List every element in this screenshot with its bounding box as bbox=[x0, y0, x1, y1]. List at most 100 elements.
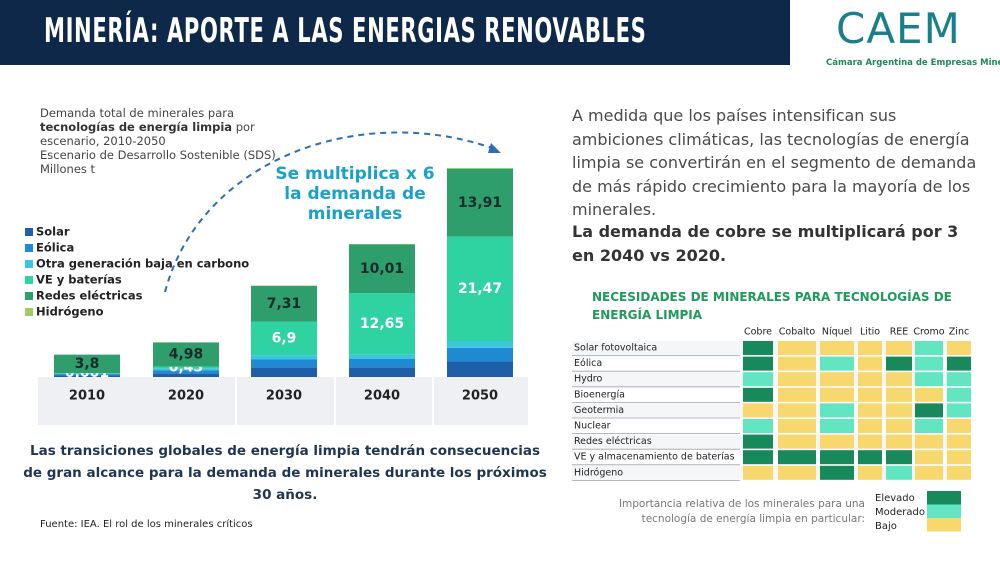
legend-swatch bbox=[25, 292, 33, 300]
heat-cell bbox=[743, 434, 773, 449]
heat-cell bbox=[858, 341, 882, 355]
row-label: Geotermia bbox=[574, 405, 624, 416]
legend-label: VE y baterías bbox=[36, 273, 122, 287]
heat-cell bbox=[858, 450, 882, 465]
heat-cell bbox=[915, 341, 943, 355]
bar-segment bbox=[447, 168, 513, 237]
bar-segment bbox=[54, 373, 120, 375]
heat-cell bbox=[886, 372, 912, 387]
heat-cell bbox=[858, 356, 882, 371]
bar-segment bbox=[251, 359, 317, 368]
header-band bbox=[0, 0, 790, 65]
value-label: 7,31 bbox=[267, 296, 302, 312]
heat-cell bbox=[915, 465, 943, 480]
desc-line: por bbox=[235, 120, 255, 134]
column-header: Zinc bbox=[949, 327, 969, 338]
row-label: Hydro bbox=[574, 374, 602, 385]
annotation: Se multiplica x 6 bbox=[275, 164, 434, 184]
heat-cell bbox=[778, 387, 816, 402]
heat-cell bbox=[820, 356, 854, 371]
table-title: NECESIDADES DE MINERALES PARA TECNOLOGÍA… bbox=[592, 290, 952, 322]
bar-segment bbox=[251, 286, 317, 322]
heat-cell bbox=[886, 419, 912, 433]
legend-label: Redes eléctricas bbox=[36, 289, 143, 303]
x-tick-label: 2010 bbox=[69, 389, 105, 404]
conclusion: Las transiciones globales de energía lim… bbox=[23, 443, 547, 503]
heat-cell bbox=[743, 403, 773, 418]
bar-segment bbox=[153, 368, 219, 371]
bar-segment bbox=[447, 341, 513, 348]
x-tick-label: 2040 bbox=[364, 389, 400, 404]
legend-swatch bbox=[25, 228, 33, 236]
annotation: la demanda de bbox=[284, 184, 425, 204]
bar-segment bbox=[153, 373, 219, 377]
heat-cell bbox=[947, 387, 971, 402]
bar-segment bbox=[251, 355, 317, 360]
heat-cell bbox=[743, 372, 773, 387]
value-label: 3,8 bbox=[75, 356, 100, 372]
legend-swatch bbox=[25, 244, 33, 252]
heat-cell bbox=[778, 434, 816, 449]
row-label: VE y almacenamiento de baterías bbox=[574, 452, 735, 463]
heat-cell bbox=[858, 372, 882, 387]
column-header: Cobre bbox=[744, 327, 772, 338]
heat-cell bbox=[778, 419, 816, 433]
arrow-curve bbox=[164, 131, 499, 293]
heat-cell bbox=[820, 419, 854, 433]
bar-segment bbox=[447, 347, 513, 362]
legend-swatch bbox=[25, 308, 33, 316]
row-label: Eólica bbox=[574, 358, 602, 369]
heat-cell bbox=[858, 434, 882, 449]
row-label: Redes eléctricas bbox=[574, 436, 652, 447]
logo: CAEM bbox=[836, 4, 961, 53]
heat-cell bbox=[947, 372, 971, 387]
row-label: Nuclear bbox=[574, 421, 611, 432]
column-header: Cobalto bbox=[779, 327, 816, 338]
heat-cell bbox=[915, 434, 943, 449]
heat-cell bbox=[820, 341, 854, 355]
heat-cell bbox=[915, 372, 943, 387]
heat-cell bbox=[778, 372, 816, 387]
heat-cell bbox=[886, 450, 912, 465]
level-swatch bbox=[927, 491, 961, 505]
heat-cell bbox=[947, 434, 971, 449]
bar-segment bbox=[349, 367, 415, 377]
desc-scenario: Escenario de Desarrollo Sostenible (SDS) bbox=[40, 148, 276, 162]
heat-cell bbox=[820, 372, 854, 387]
x-tick-label: 2030 bbox=[266, 389, 302, 404]
legend-swatch bbox=[25, 260, 33, 268]
bar-segment bbox=[54, 354, 120, 374]
heat-cell bbox=[858, 387, 882, 402]
bar-segment bbox=[251, 367, 317, 377]
chart-description: Demanda total de minerales para tecnolog… bbox=[40, 106, 276, 176]
heat-cell bbox=[743, 387, 773, 402]
heat-cell bbox=[915, 387, 943, 402]
x-tick-label: 2020 bbox=[168, 389, 204, 404]
heat-cell bbox=[858, 465, 882, 480]
heat-cell bbox=[743, 356, 773, 371]
axis-band bbox=[38, 377, 528, 425]
heat-cell bbox=[947, 356, 971, 371]
slide-title: MINERÍA: APORTE A LAS ENERGIAS RENOVABLE… bbox=[44, 11, 647, 51]
bar-segment bbox=[349, 354, 415, 360]
desc-bold: tecnologías de energía limpia bbox=[40, 120, 233, 134]
bar-segment bbox=[54, 375, 120, 377]
legend-label: Eólica bbox=[36, 241, 74, 255]
arrow-head bbox=[488, 143, 501, 153]
level-label: Elevado bbox=[875, 493, 915, 504]
bar-segment bbox=[54, 374, 120, 376]
level-swatch bbox=[927, 504, 961, 518]
heat-cell bbox=[886, 341, 912, 355]
value-label: 13,91 bbox=[458, 195, 502, 211]
heat-cell bbox=[915, 403, 943, 418]
bar-segment bbox=[251, 321, 317, 356]
row-label: Solar fotovoltaica bbox=[574, 343, 657, 354]
heat-cell bbox=[820, 403, 854, 418]
bar-segment bbox=[447, 168, 513, 169]
heat-cell bbox=[915, 450, 943, 465]
column-header: Níquel bbox=[822, 327, 852, 338]
legend-swatch bbox=[25, 276, 33, 284]
heat-cell bbox=[886, 387, 912, 402]
heat-cell bbox=[858, 419, 882, 433]
